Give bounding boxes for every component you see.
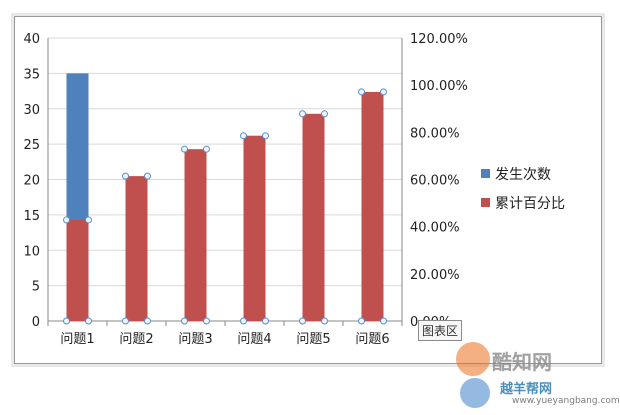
bar-累计百分比 xyxy=(184,149,207,321)
selection-handle xyxy=(122,172,129,180)
legend-label: 累计百分比 xyxy=(495,196,565,212)
y-left-tick-label: 35 xyxy=(23,67,40,82)
y-left-tick-label: 10 xyxy=(23,244,40,259)
bar-累计百分比 xyxy=(361,91,384,321)
x-tick-label: 问题1 xyxy=(60,332,94,347)
selection-handle xyxy=(203,145,210,153)
selection-handle xyxy=(240,132,247,140)
selection-handle xyxy=(144,172,151,180)
y-right-tick-label: 80.00% xyxy=(410,126,460,141)
selection-handle xyxy=(299,317,306,325)
y-left-tick-label: 30 xyxy=(23,103,40,118)
y-right-tick-label: 20.00% xyxy=(410,268,460,283)
selection-handle xyxy=(321,110,328,118)
y-right-tick-label: 40.00% xyxy=(410,221,460,236)
y-right-tick-label: 100.00% xyxy=(410,79,468,94)
selection-handle xyxy=(181,145,188,153)
x-tick-label: 问题5 xyxy=(296,332,330,347)
bar-累计百分比 xyxy=(243,135,266,321)
selection-handle xyxy=(181,317,188,325)
selection-handle xyxy=(299,110,306,118)
legend-label: 发生次数 xyxy=(495,167,551,183)
selection-handle xyxy=(122,317,129,325)
selection-handle xyxy=(321,317,328,325)
selection-handle xyxy=(358,88,365,96)
legend-swatch xyxy=(481,169,490,178)
selection-handle xyxy=(85,317,92,325)
x-tick-label: 问题6 xyxy=(355,332,389,347)
y-left-tick-label: 15 xyxy=(23,209,40,224)
selection-handle xyxy=(380,317,387,325)
selection-handle xyxy=(63,216,70,224)
selection-handle xyxy=(240,317,247,325)
selection-handle xyxy=(63,317,70,325)
selection-handle xyxy=(262,132,269,140)
selection-handle xyxy=(358,317,365,325)
selection-handle xyxy=(144,317,151,325)
selection-handle xyxy=(262,317,269,325)
y-right-tick-label: 60.00% xyxy=(410,174,460,189)
selection-handle xyxy=(85,216,92,224)
x-tick-label: 问题2 xyxy=(119,332,153,347)
y-left-tick-label: 0 xyxy=(32,315,40,330)
selection-handle xyxy=(380,88,387,96)
legend-swatch xyxy=(481,198,490,207)
bar-累计百分比 xyxy=(66,219,89,321)
bar-累计百分比 xyxy=(302,113,325,321)
x-tick-label: 问题4 xyxy=(237,332,271,347)
y-left-tick-label: 20 xyxy=(23,174,40,189)
chart-area-tooltip: 图表区 xyxy=(418,320,463,341)
selection-handle xyxy=(203,317,210,325)
y-left-tick-label: 40 xyxy=(23,32,40,47)
y-right-tick-label: 120.00% xyxy=(410,32,468,47)
y-left-tick-label: 5 xyxy=(32,280,40,295)
x-tick-label: 问题3 xyxy=(178,332,212,347)
bar-累计百分比 xyxy=(125,176,148,321)
y-left-tick-label: 25 xyxy=(23,138,40,153)
